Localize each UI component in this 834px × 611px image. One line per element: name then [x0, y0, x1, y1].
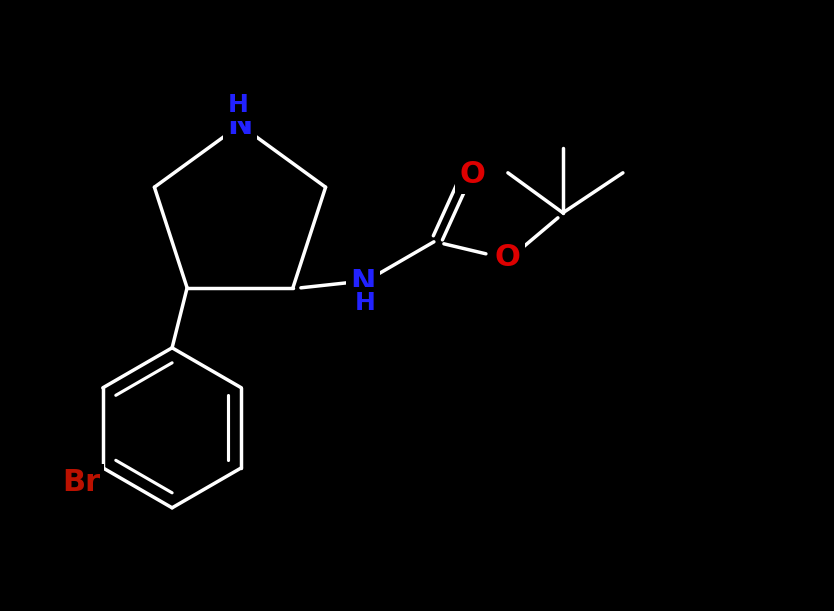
- Text: Br: Br: [62, 468, 100, 497]
- Text: O: O: [460, 160, 486, 189]
- Text: N: N: [228, 111, 253, 139]
- Text: O: O: [495, 243, 521, 273]
- Text: H: H: [354, 291, 375, 315]
- Text: H: H: [228, 93, 249, 117]
- Text: N: N: [350, 268, 375, 298]
